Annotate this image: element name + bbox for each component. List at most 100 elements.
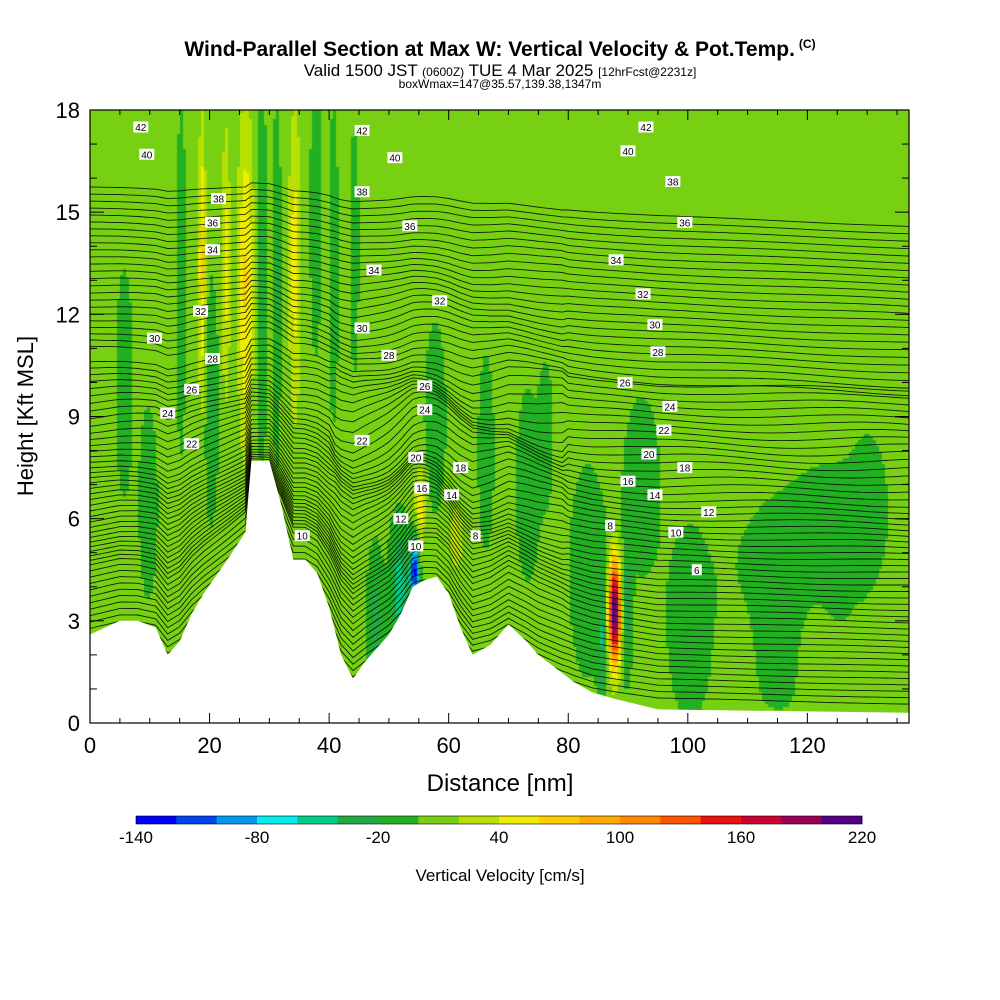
- theta-line: [90, 261, 909, 314]
- theta-line: [90, 435, 909, 532]
- theta-line: [90, 387, 909, 457]
- x-tick-label: 20: [197, 733, 221, 758]
- colorbar-tick-label: -80: [245, 828, 270, 847]
- theta-label-box: [620, 475, 636, 487]
- theta-label: 34: [207, 246, 219, 257]
- theta-label: 26: [619, 378, 631, 389]
- theta-label-box: [205, 353, 221, 365]
- colorbar-swatch: [176, 816, 218, 824]
- theta-label-box: [205, 244, 221, 256]
- theta-label: 40: [622, 147, 634, 158]
- theta-line: [90, 462, 909, 592]
- colorbar-swatch: [458, 816, 500, 824]
- theta-label: 32: [637, 290, 649, 301]
- theta-line: [90, 472, 909, 624]
- theta-line: [90, 208, 909, 257]
- theta-line: [90, 503, 909, 655]
- theta-label-box: [620, 145, 636, 157]
- theta-line: [90, 321, 909, 389]
- theta-label-box: [677, 462, 693, 474]
- x-tick-label: 80: [556, 733, 580, 758]
- theta-line: [90, 491, 909, 642]
- theta-line: [90, 255, 909, 307]
- theta-line: [90, 327, 909, 397]
- box-info: boxWmax=147@35.57,139.38,1347m: [398, 77, 602, 91]
- theta-line: [90, 414, 909, 501]
- theta-label-box: [354, 434, 370, 446]
- theta-line: [90, 363, 909, 419]
- theta-line: [90, 460, 909, 586]
- theta-line: [90, 350, 909, 406]
- theta-label: 40: [389, 154, 401, 165]
- theta-label: 24: [419, 406, 431, 417]
- theta-line: [90, 423, 909, 514]
- colorbar-tick-label: 40: [490, 828, 509, 847]
- theta-label-box: [354, 124, 370, 136]
- colorbar-swatch: [539, 816, 581, 824]
- theta-label: 24: [162, 409, 174, 420]
- colorbar-swatch: [257, 816, 298, 824]
- theta-label-box: [691, 564, 702, 576]
- colorbar-swatch: [781, 816, 823, 824]
- y-axis-label: Height [Kft MSL]: [13, 336, 38, 496]
- theta-label: 42: [135, 123, 147, 134]
- theta-label: 26: [186, 385, 198, 396]
- theta-label: 14: [446, 491, 458, 502]
- copyright-mark: (C): [798, 37, 816, 51]
- theta-label-box: [647, 489, 663, 501]
- theta-label-box: [677, 216, 693, 228]
- theta-label: 18: [679, 464, 691, 475]
- theta-label: 30: [649, 321, 661, 332]
- theta-label-box: [408, 451, 424, 463]
- theta-label: 32: [195, 307, 207, 318]
- theta-label-box: [656, 424, 672, 436]
- theta-label-box: [605, 519, 616, 531]
- theta-label: 28: [383, 351, 395, 362]
- theta-line: [90, 215, 909, 264]
- theta-line: [90, 448, 909, 555]
- theta-line: [90, 344, 909, 399]
- theta-line: [90, 418, 909, 508]
- theta-line: [90, 470, 909, 618]
- theta-label: 32: [434, 297, 446, 308]
- colorbar-swatch: [297, 816, 339, 824]
- theta-label: 30: [356, 324, 368, 335]
- theta-label: 42: [640, 123, 652, 134]
- theta-label: 16: [622, 477, 634, 488]
- theta-label: 24: [664, 402, 676, 413]
- y-tick-label: 6: [68, 507, 80, 532]
- theta-label-box: [354, 186, 370, 198]
- chart-subtitle: Valid 1500 JST (0600Z) TUE 4 Mar 2025 [1…: [0, 61, 1000, 81]
- theta-label-box: [432, 295, 448, 307]
- theta-line: [90, 484, 909, 636]
- potential-temperature-contours: [90, 182, 909, 705]
- colorbar-frame: [135, 815, 863, 825]
- theta-line: [90, 391, 909, 464]
- theta-label: 20: [410, 453, 422, 464]
- theta-line: [90, 468, 909, 612]
- theta-line: [90, 229, 909, 279]
- colorbar-swatch: [821, 816, 863, 824]
- theta-label: 28: [652, 348, 664, 359]
- colorbar-tick-label: 100: [606, 828, 634, 847]
- theta-label-box: [444, 489, 460, 501]
- plot-area: 42 40 38 36 34 32 30 28 26 24 22 42 40 38 36 34 32 30 28 26…: [90, 110, 909, 723]
- forecast-run: [12hrFcst@2231z]: [598, 65, 697, 79]
- colorbar-swatch: [700, 816, 742, 824]
- theta-label: 34: [368, 266, 380, 277]
- theta-line: [90, 279, 909, 336]
- theta-line: [90, 248, 909, 300]
- theta-line: [90, 383, 909, 449]
- theta-line: [90, 202, 909, 250]
- theta-label-box: [402, 220, 418, 232]
- theta-label: 10: [670, 528, 682, 539]
- theta-label-box: [294, 530, 310, 542]
- theta-label: 42: [356, 126, 368, 137]
- theta-label: 20: [643, 450, 655, 461]
- theta-line: [90, 291, 909, 351]
- theta-label: 40: [141, 150, 153, 161]
- x-tick-label: 0: [84, 733, 96, 758]
- theta-line: [90, 222, 909, 272]
- theta-label: 38: [213, 195, 225, 206]
